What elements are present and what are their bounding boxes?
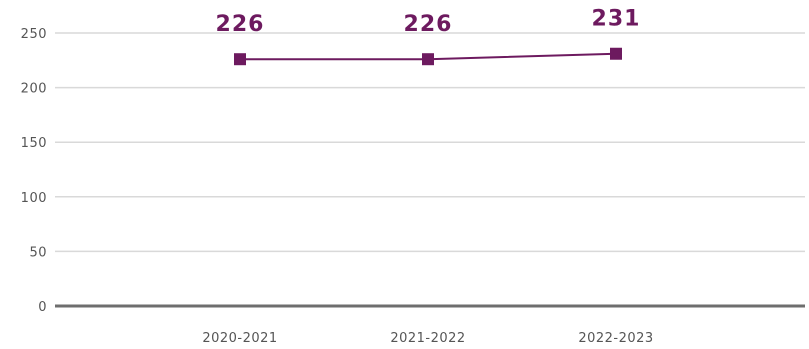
x-tick-label: 2021-2022	[390, 331, 465, 346]
series-layer	[234, 47, 622, 66]
data-label-layer: 226 226 231	[216, 7, 641, 37]
y-axis-tick-labels: 0 50 100 150 200 250	[21, 27, 47, 315]
data-point-marker	[422, 53, 434, 66]
y-tick-label: 250	[21, 27, 47, 42]
x-axis-tick-labels: 2020-2021 2021-2022 2022-2023	[202, 331, 653, 346]
data-point-marker	[234, 53, 246, 66]
x-tick-label: 2022-2023	[578, 331, 653, 346]
data-point-marker	[610, 47, 622, 60]
x-tick-label: 2020-2021	[202, 331, 277, 346]
data-label: 226	[404, 12, 453, 37]
grid-layer	[55, 32, 805, 308]
y-tick-label: 100	[21, 191, 47, 206]
y-tick-label: 0	[38, 300, 47, 315]
data-label: 226	[216, 12, 265, 37]
y-tick-label: 150	[21, 136, 47, 151]
y-tick-label: 200	[21, 82, 47, 97]
y-tick-label: 50	[29, 245, 47, 260]
data-label: 231	[592, 7, 641, 32]
